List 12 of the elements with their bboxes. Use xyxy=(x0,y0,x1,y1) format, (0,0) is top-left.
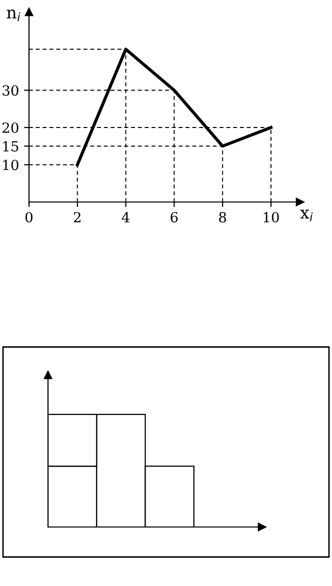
x-axis-title: x$_{i}$ xyxy=(300,210,313,222)
y-tick-label: 10 xyxy=(3,160,18,170)
x-tick-label: 10 xyxy=(264,212,279,222)
x-tick-label: 2 xyxy=(74,212,80,222)
y-tick-label: 30 xyxy=(2,85,18,96)
y-tick-label: 20 xyxy=(2,122,18,133)
x-tick-label: 6 xyxy=(170,212,178,222)
x-tick-label: 8 xyxy=(219,212,226,222)
x-tick-label: 0 xyxy=(25,212,32,222)
y-axis-title: n$_{i}$ xyxy=(6,10,20,22)
y-tick-label: 15 xyxy=(3,141,18,152)
x-tick-label: 4 xyxy=(122,212,130,222)
